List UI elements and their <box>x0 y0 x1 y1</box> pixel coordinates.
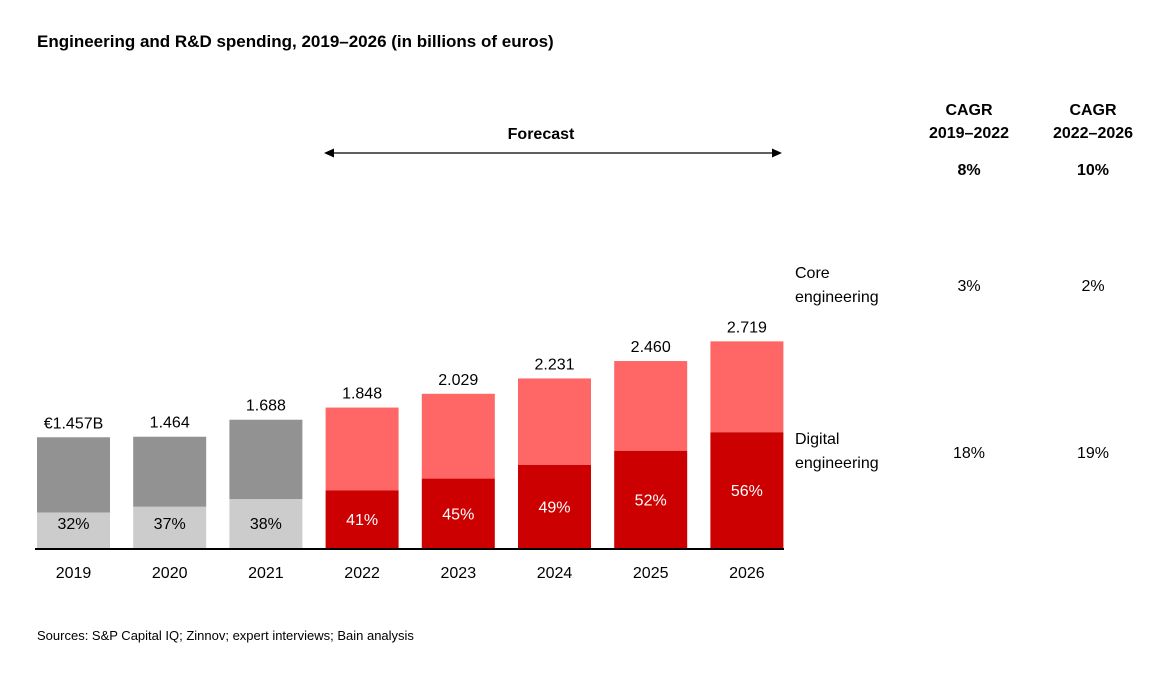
total-label-2025: 2.460 <box>631 339 671 356</box>
cagr-total-2019-2022: 8% <box>957 162 980 179</box>
x-tick-2025: 2025 <box>633 565 669 582</box>
forecast-label: Forecast <box>508 126 575 143</box>
chart-title: Engineering and R&D spending, 2019–2026 … <box>37 32 554 51</box>
bar-digital-2019 <box>37 512 110 548</box>
legend-digital-line2: engineering <box>795 455 879 472</box>
x-tick-2024: 2024 <box>537 565 573 582</box>
x-tick-2019: 2019 <box>56 565 92 582</box>
total-label-2020: 1.464 <box>150 415 190 432</box>
cagr-digital-2022-2026: 19% <box>1077 445 1109 462</box>
cagr-digital-2019-2022: 18% <box>953 445 985 462</box>
bar-digital-2024 <box>518 464 591 548</box>
bar-core-2019 <box>37 437 110 513</box>
share-label-2020: 37% <box>154 516 186 533</box>
total-label-2024: 2.231 <box>534 356 574 373</box>
bar-core-2021 <box>229 419 303 500</box>
x-tick-2023: 2023 <box>441 565 477 582</box>
bar-core-2022 <box>325 407 399 491</box>
bar-digital-2023 <box>421 478 495 548</box>
legend-core-line1: Core <box>795 265 830 282</box>
cagr-core-2022-2026: 2% <box>1081 278 1104 295</box>
share-label-2024: 49% <box>538 499 570 516</box>
share-label-2023: 45% <box>442 506 474 523</box>
source-note: Sources: S&P Capital IQ; Zinnov; expert … <box>37 628 414 643</box>
bar-digital-2025 <box>614 450 688 548</box>
share-label-2025: 52% <box>635 492 667 509</box>
bar-core-2025 <box>614 361 688 451</box>
cagr-header-2-line1: CAGR <box>1069 102 1117 119</box>
total-label-2026: 2.719 <box>727 319 767 336</box>
bar-digital-2020 <box>133 506 207 548</box>
bar-digital-2022 <box>325 490 399 548</box>
bar-digital-2026 <box>710 432 784 548</box>
cagr-core-2019-2022: 3% <box>957 278 980 295</box>
share-label-2022: 41% <box>346 512 378 529</box>
total-label-2022: 1.848 <box>342 386 382 403</box>
x-tick-2021: 2021 <box>248 565 284 582</box>
cagr-header-2-line2: 2022–2026 <box>1053 125 1133 142</box>
legend-digital-line1: Digital <box>795 431 839 448</box>
bar-core-2020 <box>133 436 207 507</box>
forecast-arrow <box>324 148 782 158</box>
share-label-2021: 38% <box>250 516 282 533</box>
cagr-header-1-line1: CAGR <box>945 102 993 119</box>
legend-core-line2: engineering <box>795 289 879 306</box>
total-label-2019: €1.457B <box>44 415 104 432</box>
bar-core-2026 <box>710 341 784 433</box>
cagr-total-2022-2026: 10% <box>1077 162 1109 179</box>
x-tick-2022: 2022 <box>344 565 380 582</box>
total-label-2021: 1.688 <box>246 398 286 415</box>
x-tick-2020: 2020 <box>152 565 188 582</box>
x-tick-2026: 2026 <box>729 565 765 582</box>
share-label-2019: 32% <box>57 516 89 533</box>
share-label-2026: 56% <box>731 483 763 500</box>
bar-core-2023 <box>421 393 495 479</box>
cagr-header-1-line2: 2019–2022 <box>929 125 1009 142</box>
total-label-2023: 2.029 <box>438 372 478 389</box>
bar-core-2024 <box>518 378 591 465</box>
bar-digital-2021 <box>229 499 303 548</box>
bars-layer: €1.457B 32% 2019 1.464 37% 2020 1.688 38% 2021 1.… <box>37 319 784 582</box>
